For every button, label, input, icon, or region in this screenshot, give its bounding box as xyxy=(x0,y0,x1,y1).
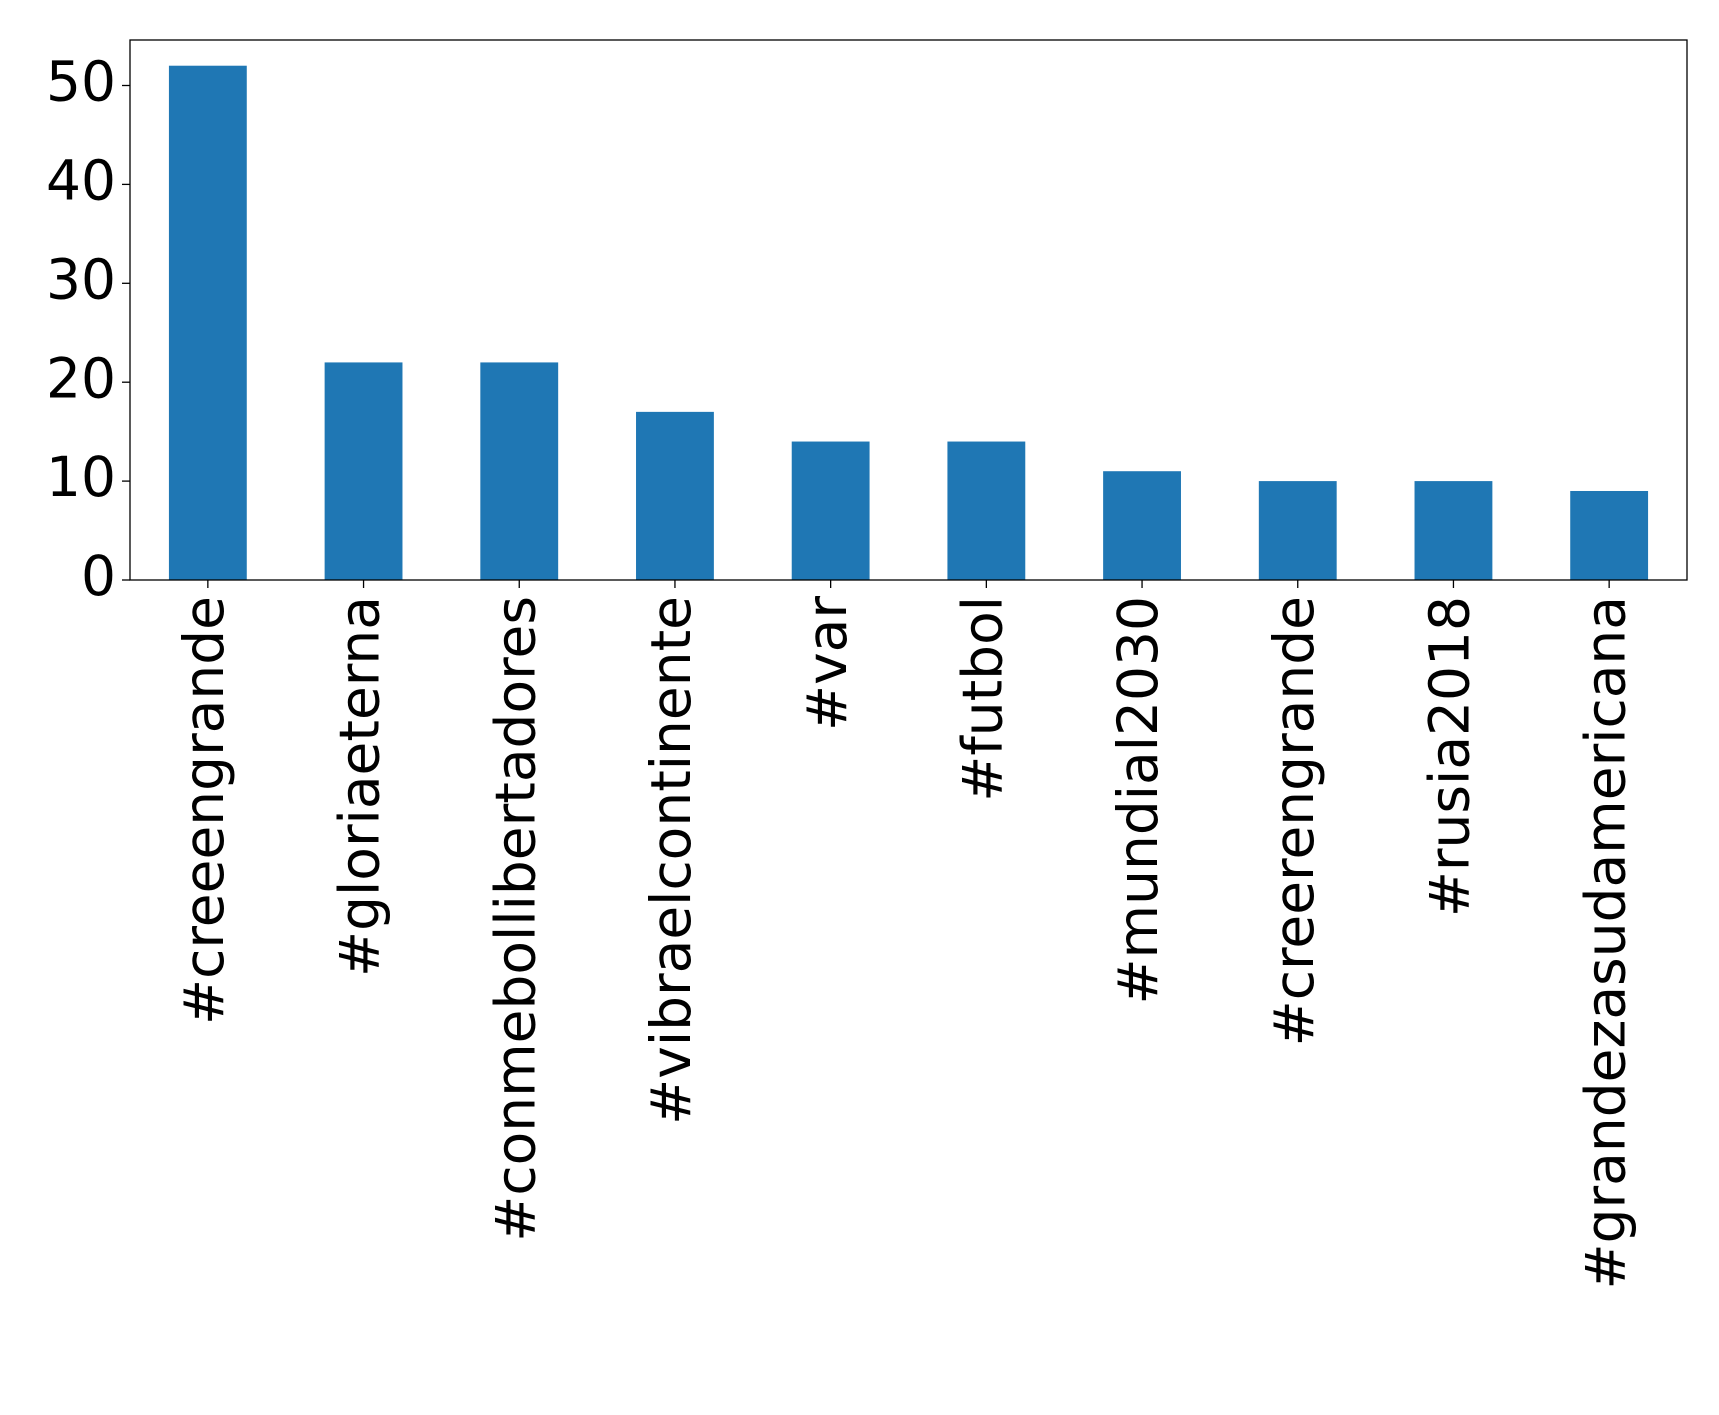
bar xyxy=(791,441,870,580)
x-tick-label: #creeengrande xyxy=(172,596,236,1025)
x-tick-label: #creerengrande xyxy=(1262,596,1326,1046)
bar xyxy=(1570,490,1649,580)
plot-frame xyxy=(129,39,1688,581)
x-tick-label: #gloriaeterna xyxy=(328,596,392,977)
x-tick-label: #mundial2030 xyxy=(1106,596,1170,1005)
x-tick-label: #futbol xyxy=(950,596,1014,802)
x-tick-label: #var xyxy=(795,596,859,731)
x-tick-label: #grandezasudamericana xyxy=(1573,596,1637,1289)
bar xyxy=(636,411,714,580)
x-tick-label: #rusia2018 xyxy=(1418,596,1482,917)
bar xyxy=(1258,481,1337,580)
y-tick-label: 20 xyxy=(46,346,116,410)
y-tick-label: 30 xyxy=(46,247,116,311)
y-tick-label: 10 xyxy=(46,445,116,509)
x-tick-label: #conmebollibertadores xyxy=(483,596,547,1242)
bar xyxy=(947,441,1026,580)
bar xyxy=(324,362,403,580)
bar xyxy=(480,362,559,580)
x-tick-label: #vibraelcontinente xyxy=(639,596,703,1125)
y-tick-label: 50 xyxy=(46,50,116,114)
bar xyxy=(1103,471,1181,580)
y-tick-label: 40 xyxy=(46,149,116,213)
bar xyxy=(1414,481,1493,580)
y-tick-label: 0 xyxy=(81,544,116,608)
bar xyxy=(168,65,247,580)
